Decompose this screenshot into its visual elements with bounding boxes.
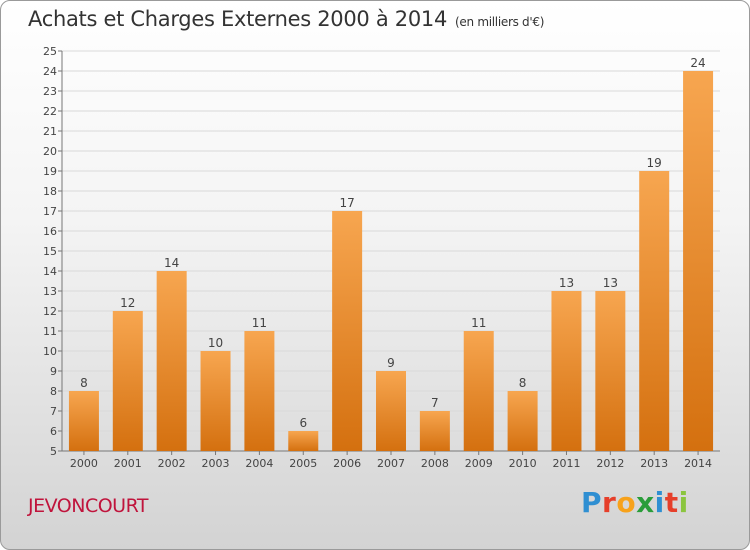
x-tick-label: 2007 — [377, 457, 405, 470]
y-tick-label: 13 — [43, 285, 57, 298]
bar — [156, 271, 187, 451]
data-label: 19 — [647, 156, 662, 170]
data-label: 13 — [603, 276, 618, 290]
data-label: 13 — [559, 276, 574, 290]
y-tick-label: 22 — [43, 105, 57, 118]
y-tick-label: 25 — [43, 45, 57, 58]
bar — [200, 351, 231, 451]
y-tick-label: 7 — [50, 405, 57, 418]
x-tick-label: 2008 — [421, 457, 449, 470]
data-label: 14 — [164, 256, 179, 270]
x-tick-label: 2014 — [684, 457, 712, 470]
y-tick-label: 11 — [43, 325, 57, 338]
x-tick-label: 2005 — [289, 457, 317, 470]
bar — [288, 431, 319, 451]
data-label: 8 — [519, 376, 527, 390]
data-label: 11 — [471, 316, 486, 330]
y-tick-label: 8 — [50, 385, 57, 398]
y-tick-label: 6 — [50, 425, 57, 438]
bar — [376, 371, 406, 451]
bar — [419, 411, 450, 451]
bar — [683, 71, 714, 451]
y-tick-label: 17 — [43, 205, 57, 218]
x-tick-label: 2000 — [70, 457, 98, 470]
x-tick-label: 2013 — [640, 457, 668, 470]
x-tick-label: 2001 — [114, 457, 142, 470]
x-tick-label: 2002 — [158, 457, 186, 470]
proxiti-logo: Proxiti — [581, 486, 689, 519]
data-label: 12 — [120, 296, 135, 310]
bar — [244, 331, 275, 451]
data-label: 8 — [80, 376, 88, 390]
x-tick-label: 2006 — [333, 457, 361, 470]
y-tick-label: 24 — [43, 65, 57, 78]
unit-label: (en milliers d'€) — [455, 15, 545, 29]
chart-title: Achats et Charges Externes 2000 à 2014 (e… — [28, 7, 544, 31]
data-label: 6 — [299, 416, 307, 430]
x-tick-label: 2010 — [509, 457, 537, 470]
x-tick-label: 2009 — [465, 457, 493, 470]
data-label: 24 — [690, 56, 705, 70]
y-tick-label: 19 — [43, 165, 57, 178]
bar — [507, 391, 538, 451]
y-tick-label: 21 — [43, 125, 57, 138]
x-tick-label: 2003 — [202, 457, 230, 470]
data-label: 10 — [208, 336, 223, 350]
y-tick-label: 9 — [50, 365, 57, 378]
y-tick-label: 10 — [43, 345, 57, 358]
bar — [551, 291, 582, 451]
x-tick-label: 2004 — [245, 457, 273, 470]
title-text: Achats et Charges Externes 2000 à 2014 — [28, 7, 448, 31]
bar — [463, 331, 494, 451]
y-tick-label: 12 — [43, 305, 57, 318]
data-label: 9 — [387, 356, 395, 370]
y-tick-label: 14 — [43, 265, 57, 278]
y-tick-label: 15 — [43, 245, 57, 258]
y-tick-label: 18 — [43, 185, 57, 198]
bar — [112, 311, 143, 451]
data-label: 7 — [431, 396, 439, 410]
y-tick-label: 16 — [43, 225, 57, 238]
y-tick-label: 20 — [43, 145, 57, 158]
x-tick-label: 2012 — [596, 457, 624, 470]
bar — [639, 171, 670, 451]
data-label: 17 — [339, 196, 354, 210]
bar — [595, 291, 626, 451]
x-tick-label: 2011 — [552, 457, 580, 470]
y-tick-label: 5 — [50, 445, 57, 458]
data-label: 11 — [252, 316, 267, 330]
place-name: JEVONCOURT — [28, 495, 149, 517]
bar — [332, 211, 363, 451]
y-tick-label: 23 — [43, 85, 57, 98]
bar — [68, 391, 99, 451]
